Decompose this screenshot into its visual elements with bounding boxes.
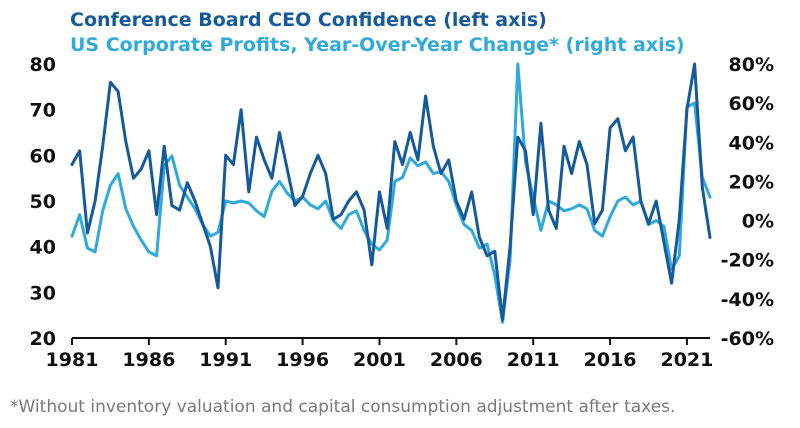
x-tick-label: 1986 — [122, 349, 175, 371]
x-tick-label: 2021 — [660, 349, 713, 371]
right-tick-label: 60% — [729, 93, 774, 115]
plot-lines — [70, 62, 712, 324]
left-tick-label: 50 — [30, 191, 56, 213]
x-tick-label: 1981 — [46, 349, 99, 371]
right-tick-label: 80% — [729, 54, 774, 76]
chart: Conference Board CEO Confidence (left ax… — [30, 9, 774, 371]
x-tick-label: 1991 — [199, 349, 252, 371]
left-tick-label: 60 — [30, 145, 56, 167]
right-tick-label: 0% — [742, 211, 774, 233]
x-axis: 1981 1986 1991 1996 2001 2006 2011 2016 2021 — [46, 338, 713, 371]
left-axis: 20 30 40 50 60 70 80 — [30, 54, 56, 350]
right-tick-label: -60% — [721, 328, 774, 350]
right-tick-label: -20% — [721, 250, 774, 272]
series-corporate-profits — [70, 62, 712, 324]
left-tick-label: 80 — [30, 54, 56, 76]
series-ceo-confidence — [70, 62, 712, 322]
x-tick-label: 2001 — [353, 349, 406, 371]
x-tick-label: 2011 — [507, 349, 560, 371]
footnote: *Without inventory valuation and capital… — [10, 397, 676, 417]
right-tick-label: 20% — [729, 171, 774, 193]
x-tick-label: 2006 — [430, 349, 483, 371]
x-tick-label: 1996 — [276, 349, 329, 371]
left-tick-label: 40 — [30, 237, 56, 259]
right-tick-label: -40% — [721, 289, 774, 311]
left-tick-label: 20 — [30, 328, 56, 350]
right-tick-label: 40% — [729, 132, 774, 154]
legend-ceo-confidence: Conference Board CEO Confidence (left ax… — [70, 9, 547, 31]
x-tick-label: 2016 — [584, 349, 637, 371]
right-axis: -60% -40% -20% 0% 20% 40% 60% 80% — [721, 54, 774, 350]
legend-corporate-profits: US Corporate Profits, Year-Over-Year Cha… — [70, 34, 685, 56]
left-tick-label: 70 — [30, 100, 56, 122]
left-tick-label: 30 — [30, 282, 56, 304]
